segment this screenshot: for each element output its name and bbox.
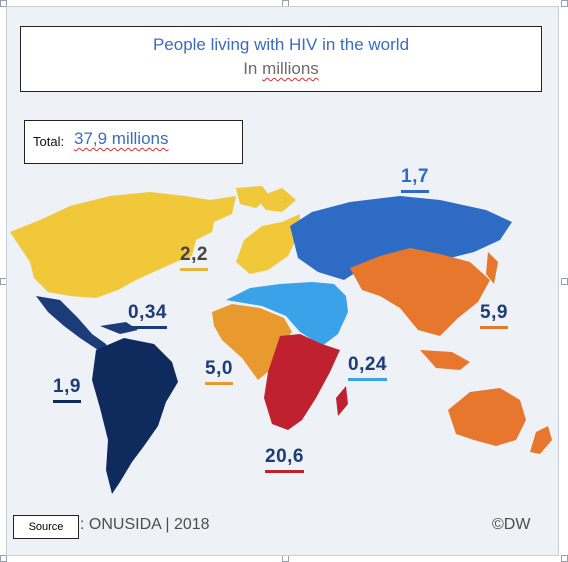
value-label-north-america-western-central-europe: 1,7 xyxy=(401,166,429,193)
credit-dw: ©DW xyxy=(492,516,531,533)
region-eastern-europe-central-asia xyxy=(290,196,512,280)
map-subtitle: In millions xyxy=(243,59,319,78)
value-label-latin-america: 1,9 xyxy=(53,376,81,403)
region-latin-america xyxy=(92,338,178,494)
total-box: Total: 37,9 millions xyxy=(24,120,243,164)
region-asia-pacific xyxy=(350,248,490,336)
region-australia xyxy=(448,388,526,446)
subtitle-unit: millions xyxy=(262,59,319,78)
source-text: : ONUSIDA | 2018 xyxy=(80,516,210,533)
value-label-middle-east-north-africa: 0,24 xyxy=(348,354,387,381)
region-middle-east-north-africa xyxy=(226,282,348,346)
map-title: People living with HIV in the world xyxy=(152,35,410,54)
value-label-asia-pacific: 5,9 xyxy=(480,302,508,329)
value-label-caribbean: 0,34 xyxy=(128,302,167,329)
value-label-west-central-africa: 5,0 xyxy=(205,358,233,385)
region-north-america xyxy=(10,192,236,298)
region-eastern-southern-africa xyxy=(264,334,340,430)
title-box: People living with HIV in the world In m… xyxy=(20,26,542,92)
total-value: 37,9 millions xyxy=(74,129,169,148)
region-caribbean xyxy=(36,296,110,352)
value-label-eastern-southern-africa: 20,6 xyxy=(265,446,304,473)
source-box: Source xyxy=(13,515,79,539)
value-label-eastern-europe-central-asia: 2,2 xyxy=(180,244,208,271)
total-label: Total: xyxy=(33,134,65,149)
region-western-europe xyxy=(236,214,300,274)
